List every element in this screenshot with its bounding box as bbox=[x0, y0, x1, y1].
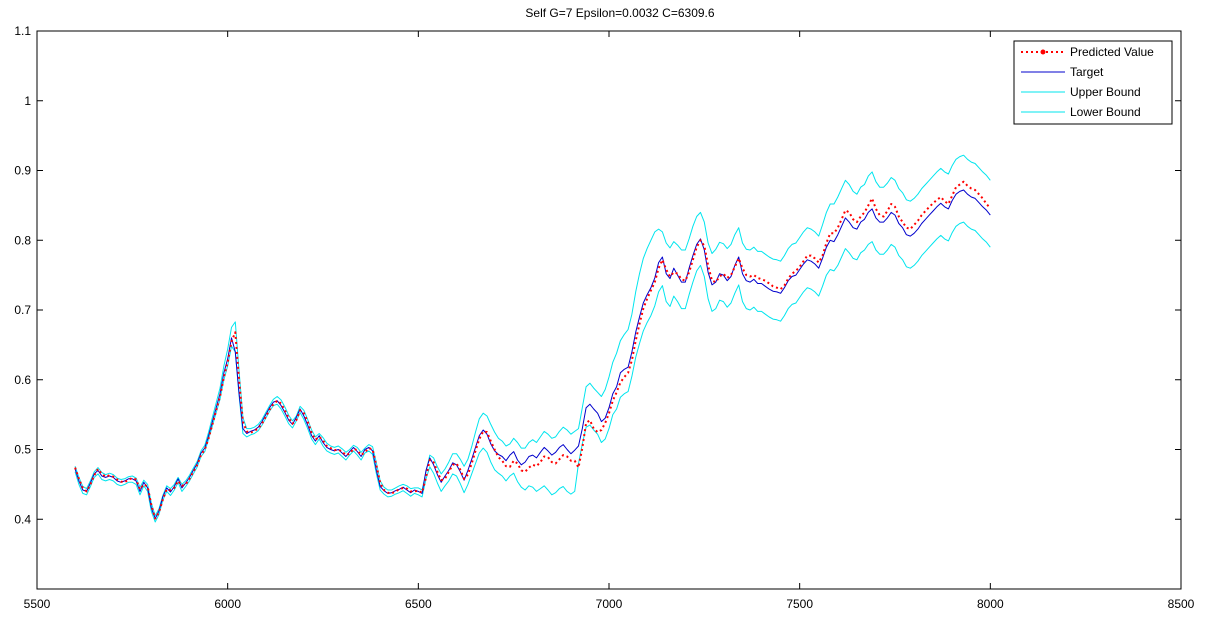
y-tick-label: 0.8 bbox=[14, 233, 31, 247]
y-tick-label: 0.7 bbox=[14, 303, 31, 317]
legend-lower-label: Lower Bound bbox=[1070, 105, 1141, 119]
series-target-line bbox=[74, 189, 991, 520]
legend-predicted-marker bbox=[1040, 49, 1046, 55]
x-tick-label: 8000 bbox=[977, 597, 1004, 611]
x-tick-label: 7000 bbox=[596, 597, 623, 611]
plot-area bbox=[36, 30, 1182, 590]
x-tick-label: 7500 bbox=[786, 597, 813, 611]
legend-target-label: Target bbox=[1070, 65, 1104, 79]
legend: Predicted Value Target Upper Bound Lower… bbox=[1013, 40, 1173, 125]
x-tick-label: 5500 bbox=[24, 597, 51, 611]
x-tick-label: 6000 bbox=[214, 597, 241, 611]
y-tick-label: 0.5 bbox=[14, 443, 31, 457]
y-axis: 0.4 0.5 0.6 0.7 0.8 0.9 1 1.1 bbox=[14, 24, 1181, 526]
y-tick-label: 0.9 bbox=[14, 164, 31, 178]
x-axis: 5500 6000 6500 7000 7500 8000 8500 bbox=[24, 31, 1195, 611]
x-tick-label: 8500 bbox=[1168, 597, 1195, 611]
y-tick-label: 0.4 bbox=[14, 512, 31, 526]
legend-box bbox=[1013, 40, 1173, 125]
chart-title: Self G=7 Epsilon=0.0032 C=6309.6 bbox=[525, 6, 714, 20]
y-tick-label: 1 bbox=[24, 94, 31, 108]
series-layer bbox=[74, 154, 992, 523]
legend-predicted-label: Predicted Value bbox=[1070, 45, 1154, 59]
x-tick-label: 6500 bbox=[405, 597, 432, 611]
series-upper-bound-line bbox=[74, 154, 991, 517]
y-tick-label: 1.1 bbox=[14, 24, 31, 38]
legend-upper-label: Upper Bound bbox=[1070, 85, 1141, 99]
y-tick-label: 0.6 bbox=[14, 373, 31, 387]
